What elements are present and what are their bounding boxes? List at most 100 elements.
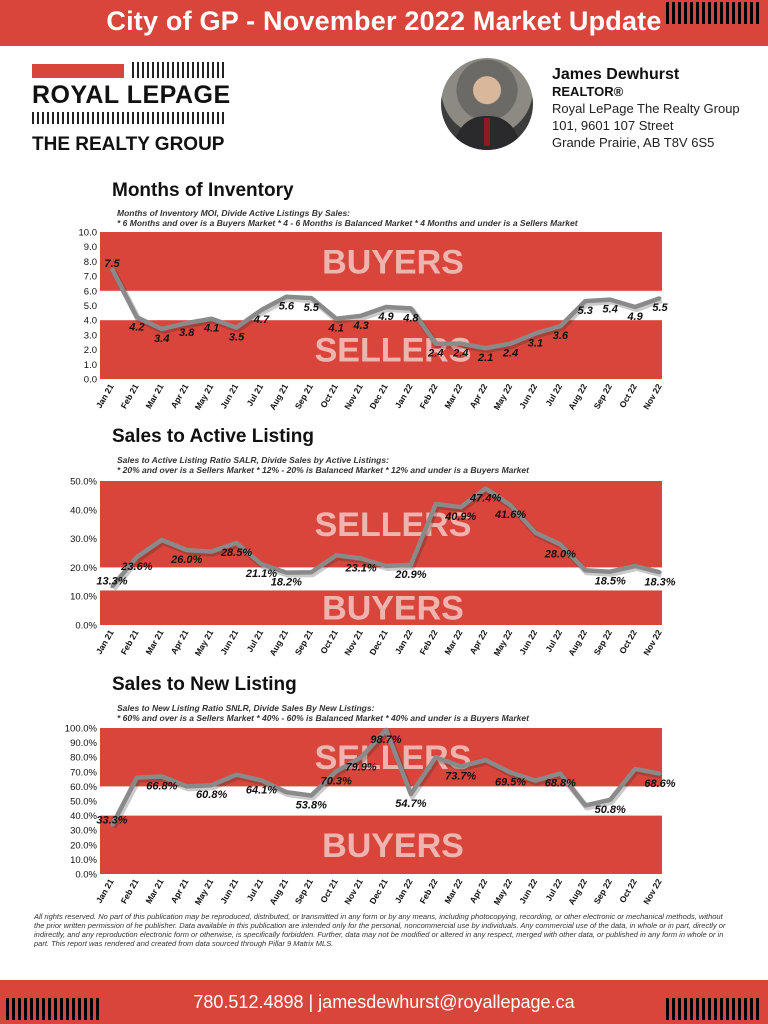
x-tick-label: Mar 22 [442,382,464,411]
data-point [309,793,313,797]
x-tick-label: Mar 22 [442,877,464,906]
x-tick-label: Mar 21 [143,628,165,657]
chart-subtitle-1: Sales to Active Listing Ratio SALR, Divi… [117,455,389,465]
y-tick-label: 80.0% [70,753,97,764]
x-tick-label: Aug 21 [267,877,290,907]
y-tick-label: 100.0% [65,724,98,735]
x-tick-label: Oct 21 [318,877,340,905]
data-point [359,556,363,560]
y-tick-label: 50.0% [70,797,97,808]
data-point [235,326,239,330]
disclaimer-text: All rights reserved. No part of this pub… [34,912,726,948]
data-point [235,773,239,777]
series-line [109,267,661,351]
data-point [633,564,637,568]
y-tick-label: 90.0% [70,738,97,749]
x-tick-label: Oct 21 [318,382,340,410]
x-tick-label: May 22 [491,877,514,907]
x-tick-label: Mar 22 [442,628,464,657]
data-point [185,784,189,788]
data-point [359,314,363,318]
x-tick-label: Aug 21 [267,628,290,658]
chart-subtitle-1: Sales to New Listing Ratio SNLR, Divide … [117,703,375,713]
x-tick-label: Mar 21 [143,382,165,411]
zone-top [100,481,662,568]
data-label: 13.3% [96,576,127,588]
data-label: 98.7% [370,734,401,746]
data-point [409,306,413,310]
chart-subtitle-2: * 60% and over is a Sellers Market * 40%… [117,713,529,723]
x-tick-label: Aug 21 [267,382,290,412]
data-point [235,541,239,545]
agent-role: REALTOR® [552,84,624,99]
x-tick-label: Sep 22 [592,628,614,657]
x-tick-label: Jan 22 [393,382,415,410]
data-point [509,503,513,507]
x-tick-label: May 22 [491,628,514,658]
data-label: 23.6% [120,561,152,573]
x-tick-label: Nov 22 [641,382,664,411]
data-point [334,317,338,321]
data-label: 5.4 [603,304,618,316]
y-tick-label: 40.0% [70,505,97,516]
data-label: 2.1 [477,352,493,364]
y-tick-label: 5.0 [84,301,97,312]
x-tick-label: Sep 22 [592,877,614,906]
x-tick-label: Jun 21 [218,628,240,657]
brand-name: ROYAL LEPAGE [32,81,231,109]
data-point [434,342,438,346]
data-point [434,755,438,759]
data-point [583,568,587,572]
data-label: 26.0% [170,554,202,566]
data-point [558,542,562,546]
data-label: 50.8% [595,804,626,816]
data-point [384,305,388,309]
data-label: 5.3 [578,305,593,317]
data-label: 2.4 [502,348,518,360]
agent-info: James Dewhurst REALTOR® Royal LePage The… [552,66,740,151]
data-point [658,570,662,574]
data-label: 70.3% [321,775,352,787]
data-point [135,776,139,780]
series-line [110,486,661,589]
agent-photo [441,58,533,150]
data-point [608,798,612,802]
data-point [558,324,562,328]
brand-group: THE REALTY GROUP [32,134,225,155]
y-tick-label: 10.0 [79,228,98,239]
data-point [259,308,263,312]
data-point [359,755,363,759]
x-tick-label: Jan 21 [94,628,116,656]
data-label: 4.7 [253,314,270,326]
data-point [484,486,488,490]
data-label: 3.4 [154,333,169,345]
x-tick-label: Feb 22 [417,877,439,906]
data-label: 5.6 [279,301,295,313]
x-tick-label: Oct 22 [617,877,639,905]
data-point [608,298,612,302]
y-tick-label: 7.0 [84,272,97,283]
zone-bottom [100,320,662,379]
x-tick-label: Apr 21 [169,628,191,656]
data-point [459,764,463,768]
barcode-decoration [666,2,762,24]
y-tick-label: 3.0 [84,330,97,341]
y-tick-label: 2.0 [84,345,97,356]
x-tick-label: Nov 22 [641,628,664,657]
data-point [409,792,413,796]
data-point [284,790,288,794]
barcode-decoration [666,998,762,1020]
x-tick-label: Jul 21 [244,877,265,903]
footer-contact[interactable]: 780.512.4898 | jamesdewhurst@royallepage… [193,992,575,1012]
data-point [384,728,388,732]
data-label: 40.9% [444,511,476,523]
x-tick-label: Feb 22 [417,382,439,411]
data-point [185,321,189,325]
y-tick-label: 10.0% [70,855,97,866]
data-point [309,296,313,300]
agent-address-2: Grande Prairie, AB T8V 6S5 [552,135,715,150]
data-point [135,315,139,319]
data-label: 4.8 [402,312,419,324]
data-label: 4.2 [128,321,144,333]
data-point [533,531,537,535]
